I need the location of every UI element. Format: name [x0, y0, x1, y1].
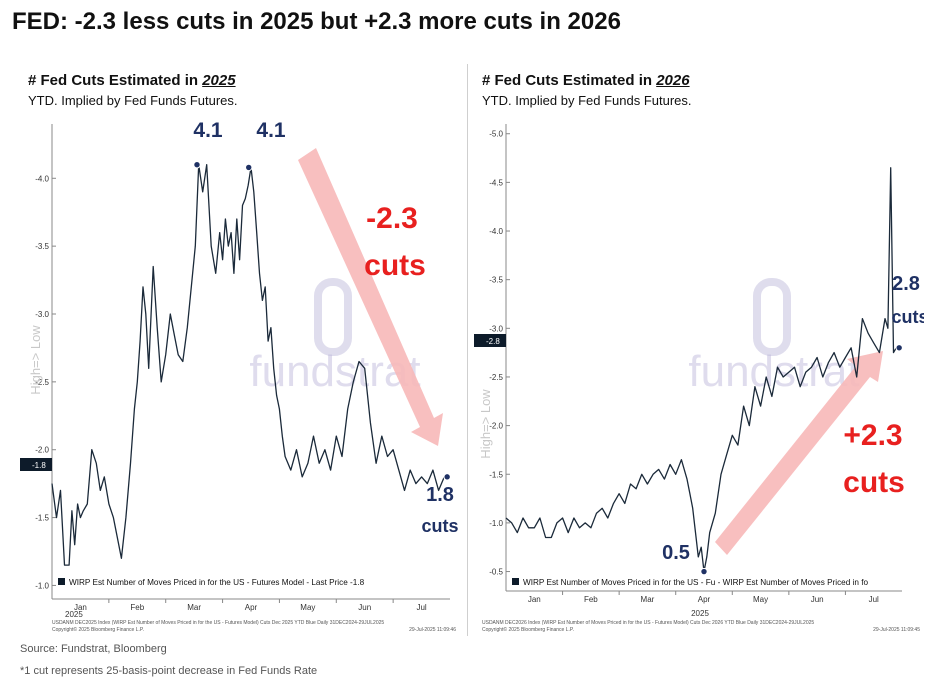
- x-tick-label: Apr: [698, 595, 711, 604]
- end-cuts-label: cuts: [891, 307, 924, 327]
- end-value-label: 1.8: [426, 484, 454, 506]
- y-tick-label: -3.5: [35, 242, 49, 251]
- y-tick-label: -4.0: [35, 174, 49, 183]
- chart-title-year: 2026: [656, 72, 690, 89]
- panel-divider: [467, 64, 468, 636]
- y-tick-label: -2.0: [35, 446, 49, 455]
- x-tick-label: Jun: [811, 595, 824, 604]
- source-note: Source: Fundstrat, Bloomberg: [20, 643, 167, 655]
- y-tick-label: -1.5: [489, 470, 503, 479]
- x-tick-label: Jun: [358, 603, 371, 612]
- x-year-label: 2025: [691, 609, 709, 618]
- watermark-logo: [314, 278, 352, 356]
- legend-swatch: [512, 578, 519, 585]
- chart-panel-2025: # Fed Cuts Estimated in 2025 YTD. Implie…: [20, 64, 464, 636]
- series-line-2025: [51, 164, 445, 566]
- line-chart-2025: fundstrat -4.0-3.5-3.0-2.5-2.0-1.5-1.0 J…: [20, 119, 459, 633]
- chart-panel-2026: # Fed Cuts Estimated in 2026 YTD. Implie…: [474, 64, 924, 636]
- y-tick-label: -1.5: [35, 514, 49, 523]
- annotation-marker: [895, 344, 903, 352]
- peak-label-2: 4.1: [256, 119, 286, 142]
- y-tick-label: -1.0: [489, 519, 503, 528]
- end-cuts-label: cuts: [421, 516, 458, 536]
- watermark-logo: [753, 278, 791, 356]
- annotation-marker: [193, 161, 201, 169]
- x-tick-label: Jan: [74, 603, 87, 612]
- end-value-label: 2.8: [892, 273, 920, 295]
- legend-text: WIRP Est Number of Moves Priced in for t…: [69, 578, 365, 587]
- y-tick-label: -2.5: [35, 378, 49, 387]
- x-tick-label: May: [300, 603, 315, 612]
- trough-label: 0.5: [662, 542, 690, 564]
- page-title: FED: -2.3 less cuts in 2025 but +2.3 mor…: [12, 8, 621, 35]
- x-tick-label: Feb: [130, 603, 144, 612]
- annotation-marker: [443, 473, 451, 481]
- last-value-label: -1.8: [32, 461, 46, 470]
- chart-title-2026: # Fed Cuts Estimated in 2026: [482, 72, 690, 89]
- y-axis-label: High=> Low: [478, 389, 493, 459]
- x-year-label: 2025: [65, 610, 83, 619]
- y-axis-label: High=> Low: [28, 325, 43, 395]
- chart-title-prefix: # Fed Cuts Estimated in: [28, 72, 203, 89]
- bloomberg-copyright: Copyright© 2025 Bloomberg Finance L.P.: [482, 626, 574, 633]
- footnote: *1 cut represents 25-basis-point decreas…: [20, 665, 318, 677]
- y-tick-label: -4.5: [489, 178, 503, 187]
- bloomberg-date: 29-Jul-2025 11:09:45: [873, 627, 920, 633]
- annotation-marker: [700, 567, 708, 576]
- chart-title-2025: # Fed Cuts Estimated in 2025: [28, 72, 236, 89]
- y-tick-label: -0.5: [489, 568, 503, 577]
- down-arrow: [298, 148, 443, 446]
- chart-title-year: 2025: [202, 72, 236, 89]
- x-tick-label: Apr: [245, 603, 258, 612]
- x-tick-label: Jul: [416, 603, 426, 612]
- change-cuts-label: cuts: [843, 466, 905, 499]
- up-arrow: [715, 351, 883, 555]
- y-tick-label: -5.0: [489, 130, 503, 139]
- y-tick-label: -4.0: [489, 227, 503, 236]
- change-cuts-label: cuts: [364, 249, 426, 282]
- y-tick-label: -3.0: [35, 310, 49, 319]
- x-tick-label: Feb: [584, 595, 598, 604]
- legend-swatch: [58, 578, 65, 585]
- x-tick-label: May: [753, 595, 768, 604]
- y-tick-label: -3.0: [489, 324, 503, 333]
- change-label: -2.3: [366, 202, 418, 235]
- bloomberg-copyright: Copyright© 2025 Bloomberg Finance L.P.: [52, 626, 144, 633]
- last-value-label: -2.8: [486, 337, 500, 346]
- x-tick-label: Mar: [641, 595, 655, 604]
- change-label: +2.3: [843, 419, 902, 452]
- last-value-tag: [20, 458, 52, 471]
- bloomberg-date: 29-Jul-2025 11:09:46: [409, 627, 456, 633]
- last-value-tag: [474, 334, 506, 347]
- chart-title-prefix: # Fed Cuts Estimated in: [482, 72, 657, 89]
- bloomberg-desc: USDANM DEC2026 Index (WIRP Est Number of…: [482, 620, 814, 626]
- y-tick-label: -2.5: [489, 373, 503, 382]
- y-tick-label: -3.5: [489, 276, 503, 285]
- legend-text: WIRP Est Number of Moves Priced in for t…: [523, 578, 868, 587]
- chart-subtitle-2025: YTD. Implied by Fed Funds Futures.: [28, 93, 238, 108]
- chart-subtitle-2026: YTD. Implied by Fed Funds Futures.: [482, 93, 692, 108]
- y-tick-label: -1.0: [35, 581, 49, 590]
- x-tick-label: Jul: [869, 595, 879, 604]
- y-tick-label: -2.0: [489, 422, 503, 431]
- x-tick-label: Jan: [528, 595, 541, 604]
- bloomberg-desc: USDANM DEC2025 Index (WIRP Est Number of…: [52, 620, 384, 626]
- line-chart-2026: fundstrat -5.0-4.5-4.0-3.5-3.0-2.5-2.0-1…: [474, 124, 924, 633]
- x-tick-label: Mar: [187, 603, 201, 612]
- annotation-marker: [245, 163, 253, 172]
- peak-label-1: 4.1: [193, 119, 223, 142]
